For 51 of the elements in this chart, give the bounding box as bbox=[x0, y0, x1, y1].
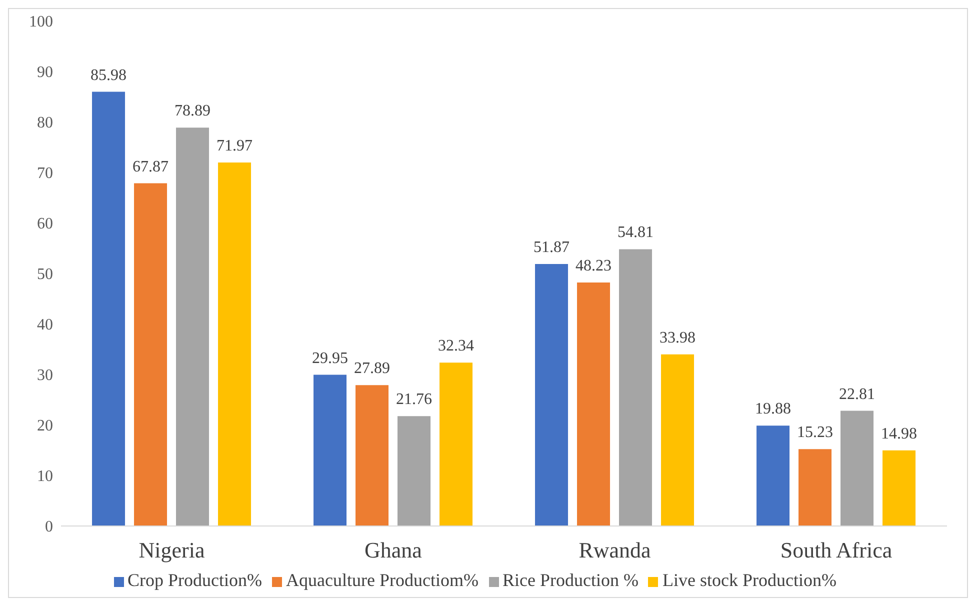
y-tick-label: 70 bbox=[37, 165, 53, 182]
bar bbox=[756, 426, 790, 526]
y-tick-label: 80 bbox=[37, 114, 53, 132]
legend-label: Aquaculture Productiom% bbox=[286, 570, 478, 590]
y-tick-label: 60 bbox=[37, 216, 53, 233]
bar bbox=[218, 162, 252, 526]
bar bbox=[661, 354, 694, 526]
data-label: 54.81 bbox=[618, 224, 654, 242]
data-label: 32.34 bbox=[438, 338, 474, 355]
bar bbox=[798, 449, 832, 526]
data-label: 21.76 bbox=[396, 391, 432, 408]
data-label: 14.98 bbox=[881, 425, 918, 442]
legend-label: Crop Production% bbox=[128, 570, 262, 590]
bar bbox=[840, 410, 874, 526]
data-label: 29.95 bbox=[312, 350, 348, 367]
bar bbox=[314, 374, 347, 526]
legend-label: Rice Production % bbox=[502, 570, 638, 590]
data-label: 19.88 bbox=[755, 400, 792, 418]
legend-label: Live stock Production% bbox=[662, 570, 836, 590]
data-label: 27.89 bbox=[354, 360, 390, 378]
bar bbox=[356, 385, 389, 526]
bar bbox=[440, 362, 473, 526]
bar bbox=[176, 128, 210, 526]
bar bbox=[398, 416, 431, 526]
y-tick-label: 20 bbox=[37, 418, 53, 435]
data-label: 48.23 bbox=[576, 257, 612, 274]
data-label: 67.87 bbox=[132, 158, 169, 176]
y-tick-label: 0 bbox=[45, 518, 53, 536]
bar bbox=[882, 450, 916, 526]
bar bbox=[535, 264, 568, 526]
data-label: 51.87 bbox=[534, 239, 570, 256]
data-label: 78.89 bbox=[174, 102, 211, 120]
y-tick-label: 40 bbox=[37, 316, 53, 334]
data-label: 15.23 bbox=[797, 424, 834, 442]
y-tick-label: 30 bbox=[37, 367, 53, 384]
data-label: 85.98 bbox=[90, 66, 127, 84]
bar bbox=[619, 249, 652, 526]
x-tick-label: Ghana bbox=[364, 538, 422, 563]
y-tick-label: 50 bbox=[37, 266, 53, 284]
x-tick-label: South Africa bbox=[780, 538, 892, 563]
y-tick-label: 10 bbox=[37, 468, 53, 486]
x-tick-label: Rwanda bbox=[578, 538, 652, 563]
bar bbox=[134, 183, 168, 526]
x-tick-label: Nigeria bbox=[138, 538, 205, 563]
bar bbox=[577, 282, 610, 526]
y-tick-label: 100 bbox=[29, 14, 53, 31]
data-label: 71.97 bbox=[216, 138, 253, 155]
bar bbox=[92, 92, 126, 526]
y-tick-label: 90 bbox=[37, 64, 53, 82]
data-label: 33.98 bbox=[660, 329, 696, 346]
data-label: 22.81 bbox=[839, 386, 876, 403]
